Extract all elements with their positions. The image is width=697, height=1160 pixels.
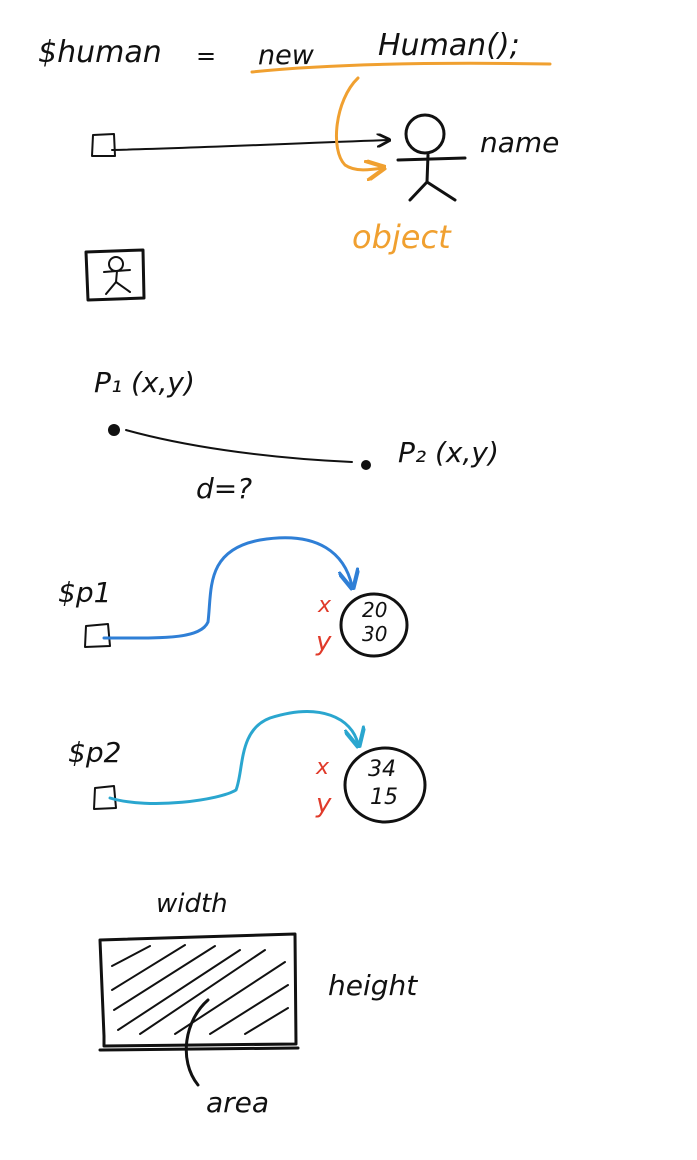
p1-x-value: 20 [362,598,387,622]
p1-y-value: 30 [362,622,387,646]
p2-section: $p2 x y 34 15 [68,710,427,824]
distance-section: P₁ (x,y) P₂ (x,y) d=? [94,366,499,505]
p1-object-circle [339,592,409,658]
p2-object-circle [343,746,427,824]
instantiation-arrow [334,76,382,170]
p2-x-marker: x [315,755,330,780]
human-variable-box [91,133,116,157]
reference-arrow [111,140,388,151]
rectangle-section: width height area [98,889,418,1119]
p2-variable-label: $p2 [68,736,121,769]
p1-variable-box [84,623,111,648]
framed-person-icon [84,248,146,302]
rectangle-outline [98,932,298,1048]
distance-label: d=? [196,472,252,505]
equals-sign: = [196,42,216,70]
p2-y-marker: y [315,789,332,819]
p2-y-value: 15 [370,785,398,810]
person-icon [396,113,467,202]
p2-x-value: 34 [368,757,396,782]
class-call: Human(); [378,28,520,63]
point-1-dot [108,424,120,436]
p1-y-marker: y [315,627,332,657]
area-label: area [206,1086,269,1119]
new-expression-underline [250,61,552,74]
object-label: object [352,218,452,256]
distance-line [125,429,353,463]
human-variable-label: $human [38,35,162,70]
point-2-dot [361,460,371,470]
p1-x-marker: x [317,593,332,618]
new-human-section: $human = new Human(); name object [38,28,559,256]
new-keyword: new [258,40,315,71]
width-label: width [156,889,228,919]
p1-variable-label: $p1 [58,576,111,609]
area-pointer-line [184,998,210,1087]
rectangle-bottom-edge [98,1046,300,1052]
p1-reference-arrow [102,536,352,640]
p2-variable-box [93,785,117,810]
point-1-label: P₁ (x,y) [94,366,195,399]
property-name-label: name [480,126,559,159]
point-2-label: P₂ (x,y) [398,436,499,469]
height-label: height [328,969,418,1002]
p1-section: $p1 x y 20 30 [58,536,409,658]
area-hatching [111,944,289,1035]
p2-reference-arrow [108,710,358,805]
